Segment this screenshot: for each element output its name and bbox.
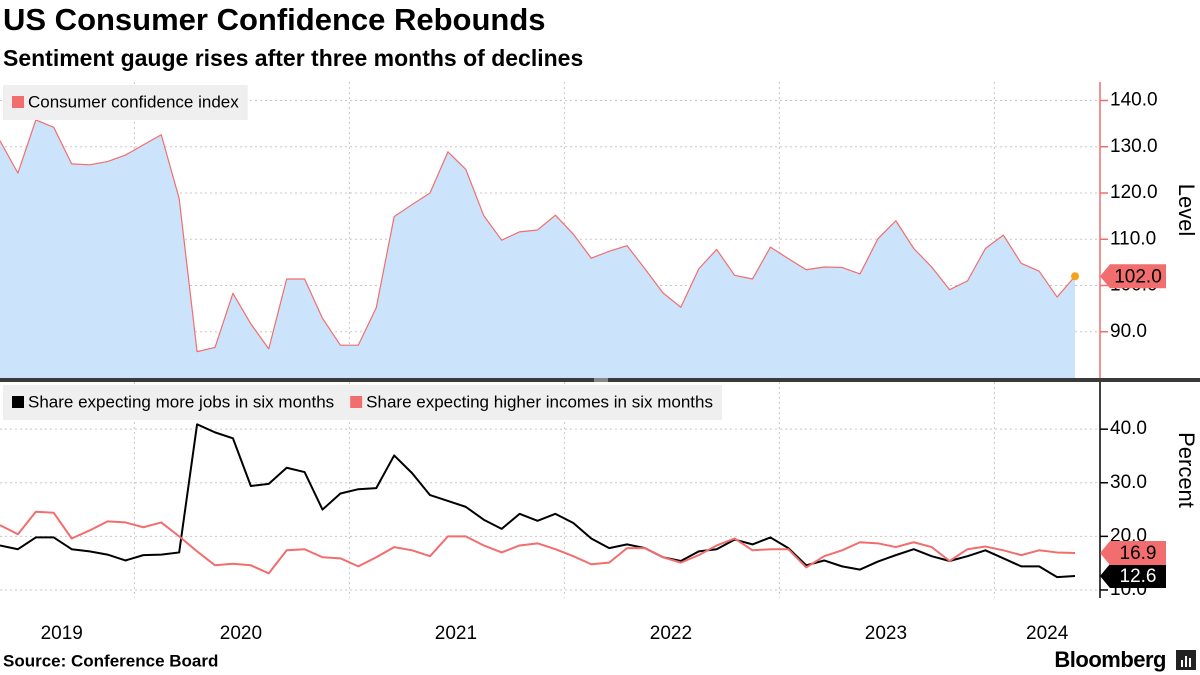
brand-icon-bar (1185, 656, 1187, 667)
y-tick-label: 30.0 (1110, 472, 1147, 493)
separator-handle (594, 378, 608, 382)
legend-swatch (12, 396, 24, 408)
x-tick-label: 2024 (1026, 623, 1069, 644)
x-tick-label: 2019 (41, 623, 83, 644)
legend-label: Share expecting higher incomes in six mo… (366, 392, 713, 411)
value-label-badge (1100, 264, 1166, 289)
y-tick-label: 140.0 (1110, 90, 1158, 111)
y-tick-label: 130.0 (1110, 136, 1158, 157)
x-tick-label: 2023 (865, 623, 907, 644)
legend-background (3, 85, 248, 120)
legend: Share expecting more jobs in six months S… (3, 385, 722, 420)
line (0, 119, 1076, 353)
brand: Bloomberg (1054, 647, 1166, 672)
brand-icon-bar (1189, 658, 1191, 667)
line (0, 423, 1076, 579)
brand-icon-bar (1181, 660, 1183, 667)
y-tick-label: 40.0 (1110, 418, 1147, 439)
chart-title: US Consumer Confidence Rebounds (3, 2, 546, 37)
legend-swatch (350, 396, 363, 408)
legend-background (3, 385, 722, 420)
value-label: 16.9 (1120, 543, 1157, 564)
y-tick-label: 90.0 (1110, 321, 1147, 342)
value-label: 102.0 (1114, 266, 1162, 287)
value-label: 12.6 (1120, 566, 1157, 587)
legend-swatch (12, 96, 24, 108)
line (0, 510, 1076, 575)
x-tick-label: 2021 (435, 623, 477, 644)
source: Source: Conference Board (3, 651, 218, 670)
y-axis-title: Level (1174, 184, 1199, 237)
legend: Consumer confidence index (3, 85, 248, 120)
value-label-badge (1100, 540, 1166, 565)
legend-label: Consumer confidence index (28, 92, 239, 111)
last-point (1071, 272, 1079, 281)
y-axis-title: Percent (1174, 432, 1199, 508)
legend-label: Share expecting more jobs in six months (28, 392, 334, 411)
x-tick-label: 2022 (650, 623, 692, 644)
value-label-badge (1100, 564, 1166, 589)
y-tick-label: 110.0 (1110, 228, 1156, 249)
y-tick-label: 120.0 (1110, 182, 1158, 203)
area (0, 119, 1075, 378)
plot-area (0, 82, 1100, 378)
chart-subtitle: Sentiment gauge rises after three months… (3, 45, 583, 71)
x-tick-label: 2020 (220, 623, 262, 644)
